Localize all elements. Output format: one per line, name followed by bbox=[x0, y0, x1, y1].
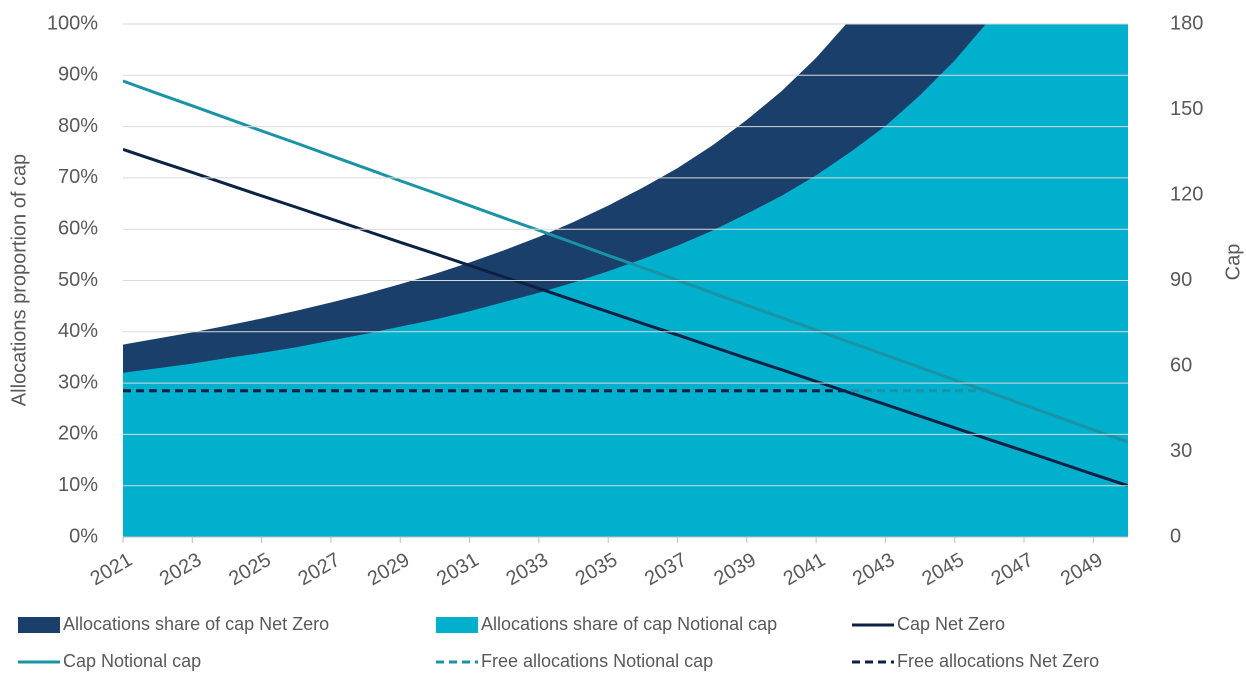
y-tick-label: 40% bbox=[58, 320, 98, 342]
line bbox=[123, 79, 1128, 444]
line bbox=[123, 147, 1128, 488]
plot-area bbox=[123, 24, 1128, 537]
y2-tick-label: 120 bbox=[1170, 183, 1203, 205]
y-tick-label: 100% bbox=[47, 12, 98, 34]
x-tick-label: 2027 bbox=[295, 549, 345, 590]
area bbox=[123, 24, 1128, 537]
y2-tick-label: 0 bbox=[1170, 525, 1181, 547]
x-tick-label: 2049 bbox=[1057, 549, 1107, 590]
y-tick-label: 70% bbox=[58, 166, 98, 188]
x-tick-label: 2029 bbox=[364, 549, 414, 590]
y2-tick-label: 30 bbox=[1170, 440, 1192, 462]
y-tick-label: 80% bbox=[58, 115, 98, 137]
legend-label: Cap Notional cap bbox=[63, 651, 201, 671]
y2-axis-title: Cap bbox=[1222, 244, 1244, 281]
legend-label: Free allocations Net Zero bbox=[897, 651, 1099, 671]
x-tick-label: 2021 bbox=[87, 549, 137, 590]
y2-tick-label: 180 bbox=[1170, 12, 1203, 34]
x-tick-label: 2023 bbox=[156, 549, 206, 590]
x-tick-label: 2037 bbox=[641, 549, 691, 590]
legend-label: Free allocations Notional cap bbox=[481, 651, 713, 671]
y-tick-label: 0% bbox=[69, 525, 98, 547]
x-tick-label: 2045 bbox=[918, 549, 968, 590]
legend-label: Allocations share of cap Net Zero bbox=[63, 614, 329, 634]
x-tick-label: 2039 bbox=[710, 549, 760, 590]
x-tick-label: 2025 bbox=[225, 549, 275, 590]
y-tick-label: 60% bbox=[58, 217, 98, 239]
legend-label: Cap Net Zero bbox=[897, 614, 1005, 634]
y-tick-label: 30% bbox=[58, 371, 98, 393]
y-tick-label: 90% bbox=[58, 64, 98, 86]
legend-swatch bbox=[18, 617, 60, 633]
x-tick-label: 2047 bbox=[988, 549, 1038, 590]
legend-label: Allocations share of cap Notional cap bbox=[481, 614, 777, 634]
x-tick-label: 2033 bbox=[502, 549, 552, 590]
y2-tick-label: 60 bbox=[1170, 354, 1192, 376]
y2-tick-label: 150 bbox=[1170, 98, 1203, 120]
x-tick-label: 2041 bbox=[780, 549, 830, 590]
x-tick-label: 2031 bbox=[433, 549, 483, 590]
y-axis-title: Allocations proportion of cap bbox=[8, 154, 30, 406]
y-tick-label: 50% bbox=[58, 269, 98, 291]
x-tick-label: 2043 bbox=[849, 549, 899, 590]
y-tick-label: 20% bbox=[58, 423, 98, 445]
x-tick-label: 2035 bbox=[572, 549, 622, 590]
y2-tick-label: 90 bbox=[1170, 269, 1192, 291]
legend-swatch bbox=[436, 617, 478, 633]
y-tick-label: 10% bbox=[58, 474, 98, 496]
